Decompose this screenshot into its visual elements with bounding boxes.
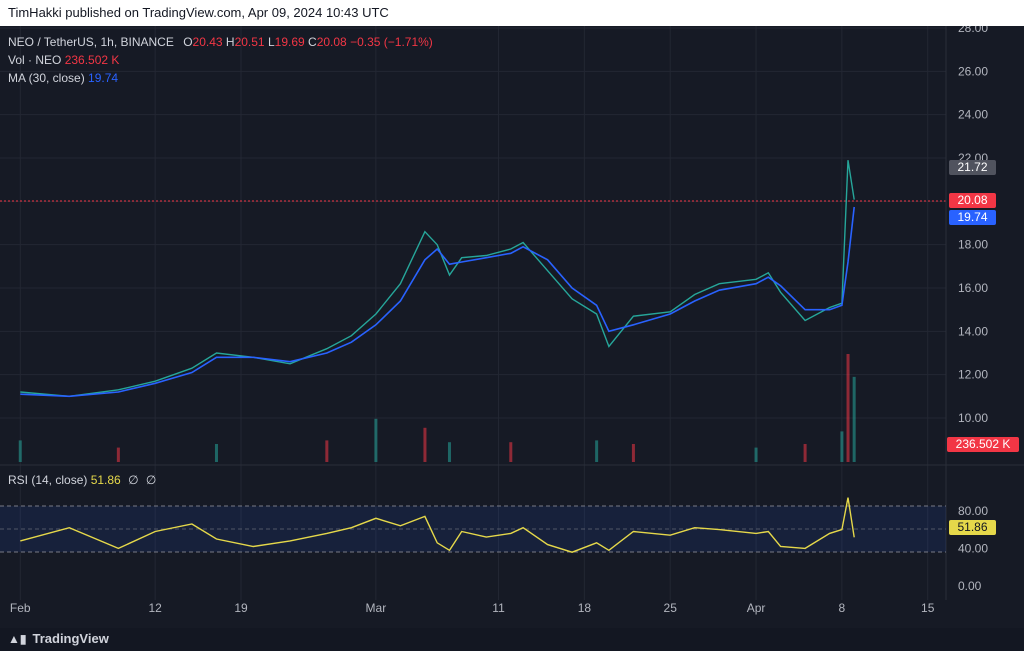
volume-bar	[18, 440, 22, 462]
time-tick-label: 12	[148, 601, 162, 615]
volume-tag: 236.502 K	[947, 437, 1019, 452]
published-text: TimHakki published on TradingView.com, A…	[8, 5, 389, 20]
price-tick-label: 28.00	[958, 26, 988, 35]
close-value: 20.08	[316, 35, 347, 49]
price-tick-label: 12.00	[958, 368, 988, 382]
rsi-tick-label: 80.00	[958, 504, 988, 518]
high-label: H	[225, 35, 235, 49]
time-tick-label: 18	[578, 601, 592, 615]
open-value: 20.43	[192, 35, 223, 49]
price-tick-label: 16.00	[958, 281, 988, 295]
time-tick-label: Feb	[10, 601, 31, 615]
volume-bar	[325, 440, 329, 462]
volume-bar	[423, 427, 427, 462]
volume-bars	[18, 354, 856, 462]
chart-area[interactable]: 28.0026.0024.0022.0018.0016.0014.0012.00…	[0, 26, 1024, 628]
close-label: C	[308, 35, 317, 49]
publisher-bar: TimHakki published on TradingView.com, A…	[0, 0, 1024, 26]
rsi-axis[interactable]: 80.00 40.00 0.00	[958, 504, 988, 593]
symbol-name[interactable]: NEO / TetherUS, 1h, BINANCE	[8, 35, 174, 49]
ma-price-tag: 19.74	[949, 210, 996, 225]
ma-series	[20, 206, 855, 398]
rsi-tick-label: 40.00	[958, 541, 988, 555]
change-value: −0.35 (−1.71%)	[350, 35, 433, 49]
volume-bar	[631, 444, 635, 462]
volume-bar	[116, 447, 120, 462]
price-tick-label: 14.00	[958, 324, 988, 338]
rsi-extra-2: ∅	[145, 473, 157, 487]
symbol-legend: NEO / TetherUS, 1h, BINANCE O20.43 H20.5…	[8, 35, 433, 49]
tradingview-logo[interactable]: ▲▮ TradingView	[8, 631, 109, 646]
volume-bar	[852, 376, 856, 462]
time-tick-label: 8	[839, 601, 846, 615]
ma-value: 19.74	[88, 71, 119, 85]
rsi-label[interactable]: RSI (14, close)	[8, 473, 88, 487]
ma-legend: MA (30, close) 19.74	[8, 71, 118, 85]
volume-value: 236.502 K	[64, 53, 120, 67]
price-axis[interactable]: 28.0026.0024.0022.0018.0016.0014.0012.00…	[958, 26, 988, 425]
rsi-tag: 51.86	[949, 520, 996, 535]
low-label: L	[267, 35, 275, 49]
volume-legend: Vol · NEO 236.502 K	[8, 53, 119, 67]
rsi-tick-label: 0.00	[958, 579, 982, 593]
volume-bar	[374, 418, 378, 462]
rsi-series	[20, 497, 855, 553]
volume-bar	[846, 354, 850, 462]
volume-bar	[447, 442, 451, 462]
tradingview-icon: ▲▮	[8, 632, 27, 646]
time-tick-label: Mar	[366, 601, 387, 615]
time-tick-label: 11	[492, 601, 505, 615]
ma-label[interactable]: MA (30, close)	[8, 71, 85, 85]
high-price-tag: 21.72	[949, 160, 996, 175]
price-tick-label: 24.00	[958, 108, 988, 122]
volume-bar	[754, 447, 758, 462]
high-value: 20.51	[234, 35, 265, 49]
open-label: O	[183, 35, 193, 49]
time-tick-label: Apr	[747, 601, 766, 615]
volume-bar	[509, 442, 513, 462]
price-tick-label: 26.00	[958, 64, 988, 78]
rsi-extra-1: ∅	[128, 473, 139, 487]
volume-bar	[214, 444, 218, 462]
price-tick-label: 10.00	[958, 411, 988, 425]
time-tick-label: 25	[664, 601, 678, 615]
volume-bar	[595, 440, 599, 462]
footer-bar: ▲▮ TradingView	[0, 628, 1024, 651]
time-tick-label: 19	[234, 601, 248, 615]
rsi-legend: RSI (14, close) 51.86 ∅ ∅	[8, 473, 156, 487]
volume-bar	[840, 431, 844, 462]
close-price-tag: 20.08	[949, 193, 996, 208]
brand-name: TradingView	[32, 631, 109, 646]
volume-bar	[803, 444, 807, 462]
price-tick-label: 18.00	[958, 238, 988, 252]
low-value: 19.69	[274, 35, 305, 49]
time-axis[interactable]: Feb 12 19 Mar 11 18 25 Apr 8 15	[10, 601, 935, 615]
rsi-value: 51.86	[90, 473, 121, 487]
price-series	[20, 160, 855, 398]
volume-label[interactable]: Vol · NEO	[8, 53, 62, 67]
time-tick-label: 15	[921, 601, 935, 615]
